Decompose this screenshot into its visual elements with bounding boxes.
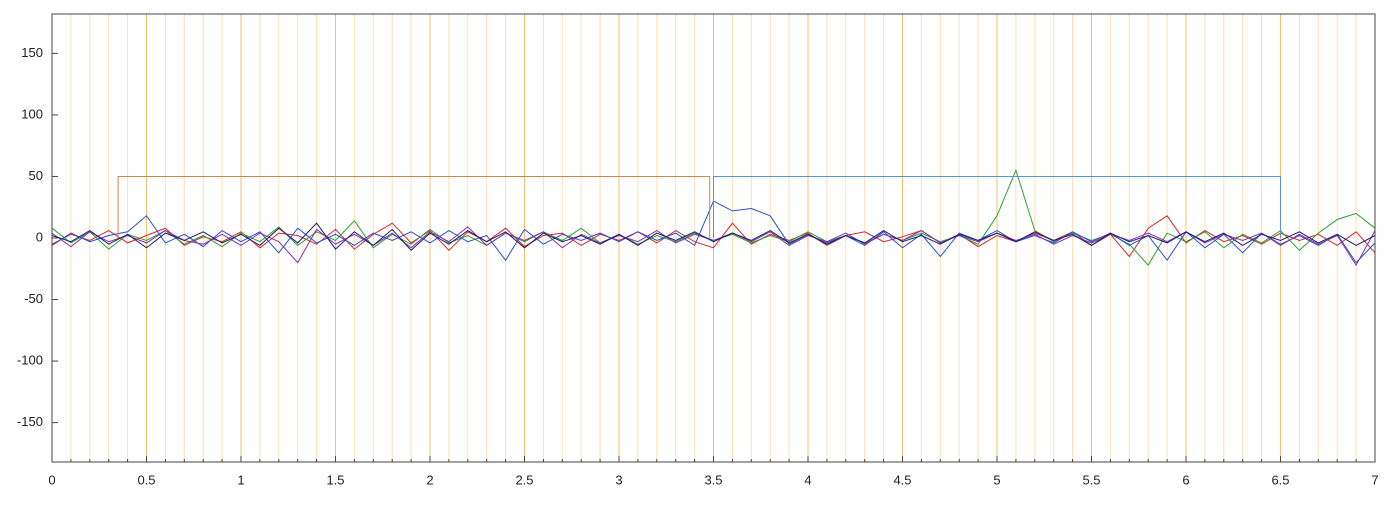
x-tick-label: 4.5: [893, 472, 911, 487]
x-tick-label: 0.5: [137, 472, 155, 487]
signal-line: [713, 176, 1281, 238]
x-tick-label: 2: [426, 472, 433, 487]
x-tick-label: 3: [615, 472, 622, 487]
y-tick-label: -150: [17, 414, 43, 429]
y-tick-label: 100: [21, 106, 43, 121]
signal-line: [51, 226, 1376, 267]
x-tick-label: 3.5: [704, 472, 722, 487]
x-tick-label: 1.5: [326, 472, 344, 487]
x-tick-label: 4: [804, 472, 811, 487]
y-tick-label: 150: [21, 45, 43, 60]
x-tick-label: 2.5: [515, 472, 533, 487]
signal-line: [117, 176, 711, 238]
plot-frame: [51, 13, 1376, 463]
x-tick-label: 7: [1371, 472, 1378, 487]
y-tick-label: -100: [17, 353, 43, 368]
y-tick-label: 50: [29, 168, 43, 183]
signal-line: [51, 222, 1376, 252]
x-tick-label: 6.5: [1271, 472, 1289, 487]
x-tick-label: 0: [48, 472, 55, 487]
x-tick-label: 6: [1182, 472, 1189, 487]
x-tick-label: 1: [237, 472, 244, 487]
signal-line: [51, 215, 1376, 258]
x-tick-label: 5: [993, 472, 1000, 487]
y-tick-label: -50: [24, 291, 43, 306]
x-tick-label: 5.5: [1082, 472, 1100, 487]
y-tick-label: 0: [36, 229, 43, 244]
